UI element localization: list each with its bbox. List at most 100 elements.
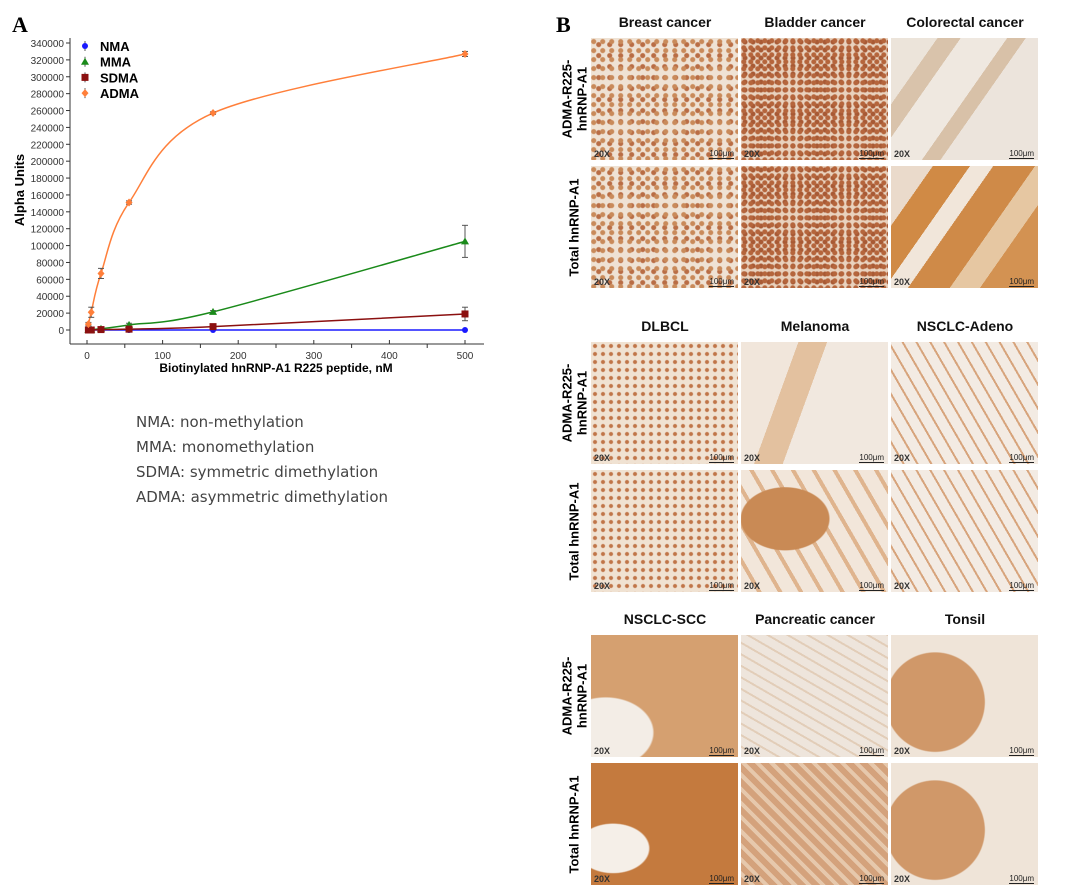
y-tick-label: 240000 <box>31 123 65 134</box>
y-tick-label: 40000 <box>36 292 64 303</box>
row-label-text: Total hnRNP-A1 <box>566 482 582 580</box>
y-tick-label: 160000 <box>31 191 65 202</box>
tissue-title: NSCLC-Adeno <box>916 318 1014 334</box>
legend-label: MMA <box>100 55 132 70</box>
note: SDMA: symmetric dimethylation <box>136 463 379 481</box>
y-tick-label: 340000 <box>31 39 65 50</box>
legend-label: ADMA <box>100 86 140 101</box>
tissue-title: Bladder cancer <box>764 14 866 30</box>
x-tick-label: 200 <box>230 351 247 362</box>
magnification-label: 20X <box>894 277 911 287</box>
row-label-total: Total hnRNP-A1 <box>559 763 589 885</box>
series-line-sdma <box>88 313 466 331</box>
scale-bar: 100μm <box>859 746 884 756</box>
row-label-text: Total hnRNP-A1 <box>566 775 582 873</box>
scale-bar: 100μm <box>859 581 884 591</box>
scale-bar: 100μm <box>1009 581 1034 591</box>
scale-bar: 100μm <box>709 149 734 159</box>
magnification-label: 20X <box>744 746 761 756</box>
ihc-image: 20X 100μm <box>591 470 738 592</box>
scale-bar: 100μm <box>1009 746 1034 756</box>
ihc-image: 20X 100μm <box>741 166 888 288</box>
data-point-sdma <box>125 325 133 333</box>
scale-bar: 100μm <box>1009 874 1034 884</box>
row-label-adma: ADMA-R225- hnRNP-A1 <box>559 342 589 464</box>
data-point-sdma <box>97 326 105 334</box>
magnification-label: 20X <box>744 277 761 287</box>
data-point-adma <box>87 308 95 317</box>
row-label-adma: ADMA-R225- hnRNP-A1 <box>559 635 589 757</box>
x-tick-label: 100 <box>154 351 171 362</box>
y-tick-label: 0 <box>58 326 64 337</box>
panel-b-label: B <box>556 12 571 37</box>
row-label-text: ADMA-R225- hnRNP-A1 <box>559 363 590 443</box>
scale-bar: 100μm <box>859 874 884 884</box>
y-tick-label: 180000 <box>31 174 65 185</box>
magnification-label: 20X <box>594 746 611 756</box>
scale-bar: 100μm <box>859 277 884 287</box>
magnification-label: 20X <box>744 874 761 884</box>
tissue-title: NSCLC-SCC <box>623 611 707 627</box>
y-tick-label: 20000 <box>36 309 64 320</box>
scale-bar: 100μm <box>859 149 884 159</box>
scale-bar: 100μm <box>1009 149 1034 159</box>
ihc-group: DLBCL Melanoma NSCLC-Adeno ADMA-R225- hnRNP… <box>555 318 1045 593</box>
y-tick-label: 300000 <box>31 73 65 84</box>
data-point-adma <box>209 109 217 118</box>
data-point-mma <box>209 307 218 315</box>
y-tick-label: 120000 <box>31 225 65 236</box>
magnification-label: 20X <box>744 453 761 463</box>
ihc-image: 20X 100μm <box>891 470 1038 592</box>
ihc-group: NSCLC-SCC Pancreatic cancer Tonsil ADMA-R22… <box>555 611 1045 886</box>
scale-bar: 100μm <box>709 277 734 287</box>
row-label-text: ADMA-R225- hnRNP-A1 <box>559 656 590 736</box>
magnification-label: 20X <box>894 581 911 591</box>
legend-marker-mma <box>81 57 89 65</box>
magnification-label: 20X <box>894 746 911 756</box>
row-label-total: Total hnRNP-A1 <box>559 166 589 288</box>
y-tick-label: 140000 <box>31 208 65 219</box>
magnification-label: 20X <box>894 149 911 159</box>
data-point-adma <box>125 198 133 207</box>
magnification-label: 20X <box>744 581 761 591</box>
ihc-image: 20X 100μm <box>591 166 738 288</box>
ihc-group: Breast cancer Bladder cancer Colorectal ca… <box>555 14 1045 289</box>
x-axis-label: Biotinylated hnRNP-A1 R225 peptide, nM <box>159 361 392 375</box>
scale-bar: 100μm <box>859 453 884 463</box>
scale-bar: 100μm <box>709 453 734 463</box>
magnification-label: 20X <box>594 453 611 463</box>
scale-bar: 100μm <box>1009 277 1034 287</box>
y-tick-label: 100000 <box>31 242 65 253</box>
y-axis-label: Alpha Units <box>12 154 27 226</box>
data-point-adma <box>97 269 105 278</box>
magnification-label: 20X <box>594 581 611 591</box>
data-point-mma <box>461 237 469 245</box>
scale-bar: 100μm <box>709 874 734 884</box>
y-tick-label: 260000 <box>31 107 65 118</box>
tissue-title: Pancreatic cancer <box>755 611 875 627</box>
data-point-nma <box>462 327 468 333</box>
note: NMA: non-methylation <box>136 413 304 431</box>
ihc-image: 20X 100μm <box>591 635 738 757</box>
y-tick-label: 80000 <box>36 258 64 269</box>
y-tick-label: 200000 <box>31 157 65 168</box>
ihc-image: 20X 100μm <box>891 763 1038 885</box>
x-tick-label: 300 <box>305 351 322 362</box>
data-point-sdma <box>461 310 469 318</box>
scale-bar: 100μm <box>1009 453 1034 463</box>
ihc-image: 20X 100μm <box>591 763 738 885</box>
scale-bar: 100μm <box>709 581 734 591</box>
tissue-title: Colorectal cancer <box>906 14 1024 30</box>
ihc-image: 20X 100μm <box>741 342 888 464</box>
ihc-image: 20X 100μm <box>591 342 738 464</box>
legend-marker-nma <box>82 43 88 49</box>
tissue-title: Melanoma <box>780 318 850 334</box>
y-tick-label: 60000 <box>36 275 64 286</box>
legend-label: NMA <box>100 39 130 54</box>
scale-bar: 100μm <box>709 746 734 756</box>
row-label-text: Total hnRNP-A1 <box>566 178 582 276</box>
tissue-title: DLBCL <box>641 318 689 334</box>
row-label-text: ADMA-R225- hnRNP-A1 <box>559 59 590 139</box>
ihc-image: 20X 100μm <box>741 470 888 592</box>
legend-marker-sdma <box>81 73 89 81</box>
